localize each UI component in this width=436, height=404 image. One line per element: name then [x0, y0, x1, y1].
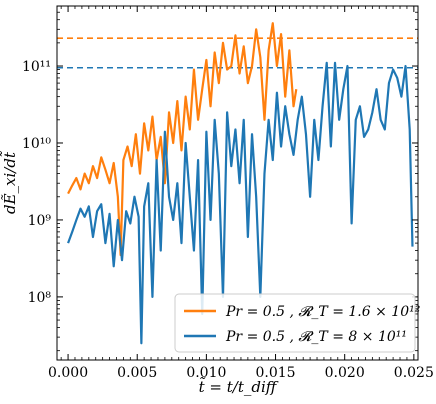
- x-tick-label: 0.020: [325, 365, 365, 381]
- y-tick-label: 10⁸: [28, 290, 52, 306]
- y-tick-label: 10⁹: [28, 213, 52, 229]
- x-axis-label: t̃ = t/t_diff: [199, 377, 279, 396]
- x-tick-label: 0.025: [394, 365, 434, 381]
- legend-box: [174, 293, 416, 353]
- y-tick-label: 10¹⁰: [22, 136, 51, 152]
- series-line-orange: [67, 22, 298, 257]
- plot-frame: [56, 5, 419, 361]
- legend-label-orange: Pr = 0.5 , 𝓡_T = 1.6 × 10¹²: [225, 304, 421, 320]
- plot-area: [57, 22, 418, 345]
- x-tick-label: 0.010: [186, 365, 226, 381]
- x-tick-label: 0.005: [117, 365, 157, 381]
- x-axis: 0.000 0.005 0.010 0.015 0.020 0.025: [48, 6, 434, 381]
- y-axis-label: dẼ_xi/dt̃: [0, 151, 19, 214]
- series-line-blue: [67, 61, 414, 345]
- x-tick-label: 0.015: [255, 365, 295, 381]
- legend: Pr = 0.5 , 𝓡_T = 1.6 × 10¹² Pr = 0.5 , 𝓡…: [174, 293, 421, 353]
- legend-label-blue: Pr = 0.5 , 𝓡_T = 8 × 10¹¹: [225, 329, 407, 345]
- x-tick-label: 0.000: [48, 365, 88, 381]
- y-tick-label: 10¹¹: [22, 59, 51, 75]
